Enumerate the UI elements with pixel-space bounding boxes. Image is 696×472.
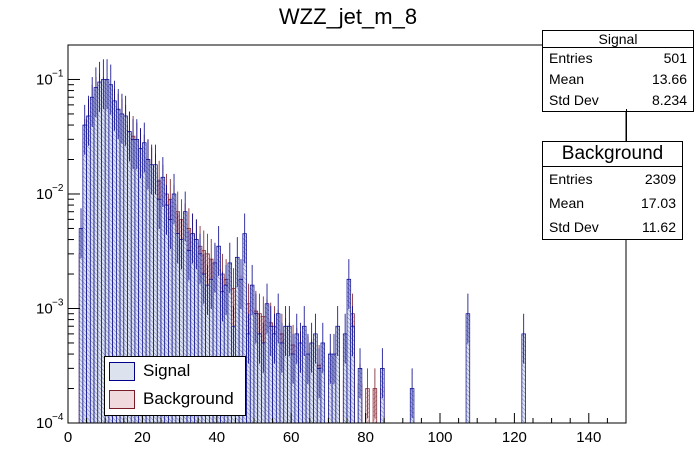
signal-entries-value: 501 xyxy=(663,50,687,66)
legend-entry-background: Background xyxy=(105,385,245,413)
background-stddev-value: 11.62 xyxy=(642,219,676,235)
legend-swatch-signal xyxy=(109,361,135,381)
signal-bar xyxy=(97,81,102,424)
signal-bar xyxy=(89,96,95,424)
y-tick-exponent: −2 xyxy=(52,183,64,194)
background-mean-value: 17.03 xyxy=(640,195,676,211)
y-tick-exponent: −1 xyxy=(52,68,64,79)
legend-swatch-background xyxy=(109,389,135,409)
signal-stats-box: Signal Entries 501 Mean 13.66 Std Dev 8.234 xyxy=(542,30,694,112)
y-tick-label: 10 xyxy=(36,300,53,317)
background-entries-label: Entries xyxy=(549,171,593,187)
y-tick-label: 10 xyxy=(36,186,53,203)
signal-bar xyxy=(93,87,99,424)
y-tick-label: 10 xyxy=(36,71,53,88)
signal-stddev-label: Std Dev xyxy=(549,92,599,108)
y-tick-label: 10 xyxy=(36,415,53,432)
signal-bar xyxy=(86,115,91,424)
x-tick-label: 80 xyxy=(357,429,374,446)
legend-label-background: Background xyxy=(143,389,234,408)
signal-entries-label: Entries xyxy=(549,50,593,66)
signal-stats-title: Signal xyxy=(543,31,693,48)
stats-connector xyxy=(626,109,627,141)
signal-mean-label: Mean xyxy=(549,71,585,87)
x-tick-label: 0 xyxy=(64,429,72,446)
background-mean-label: Mean xyxy=(549,195,585,211)
background-entries-value: 2309 xyxy=(644,171,676,187)
y-tick-exponent: −3 xyxy=(52,297,64,308)
chart-title: WZZ_jet_m_8 xyxy=(278,4,418,29)
x-tick-label: 120 xyxy=(502,429,527,446)
legend: Signal Background xyxy=(104,356,246,416)
background-stats-title: Background xyxy=(543,142,682,167)
legend-entry-signal: Signal xyxy=(105,357,245,385)
x-tick-label: 100 xyxy=(427,429,452,446)
background-stats-box: Background Entries 2309 Mean 17.03 Std Dev… xyxy=(542,141,683,240)
signal-stddev-value: 8.234 xyxy=(651,92,687,108)
x-tick-label: 60 xyxy=(283,429,300,446)
x-tick-label: 140 xyxy=(576,429,601,446)
x-tick-label: 20 xyxy=(134,429,151,446)
x-tick-label: 40 xyxy=(208,429,225,446)
signal-mean-value: 13.66 xyxy=(651,71,687,87)
y-tick-exponent: −4 xyxy=(52,412,64,423)
background-stddev-label: Std Dev xyxy=(549,219,599,235)
legend-label-signal: Signal xyxy=(143,361,191,380)
signal-bar xyxy=(82,124,87,424)
